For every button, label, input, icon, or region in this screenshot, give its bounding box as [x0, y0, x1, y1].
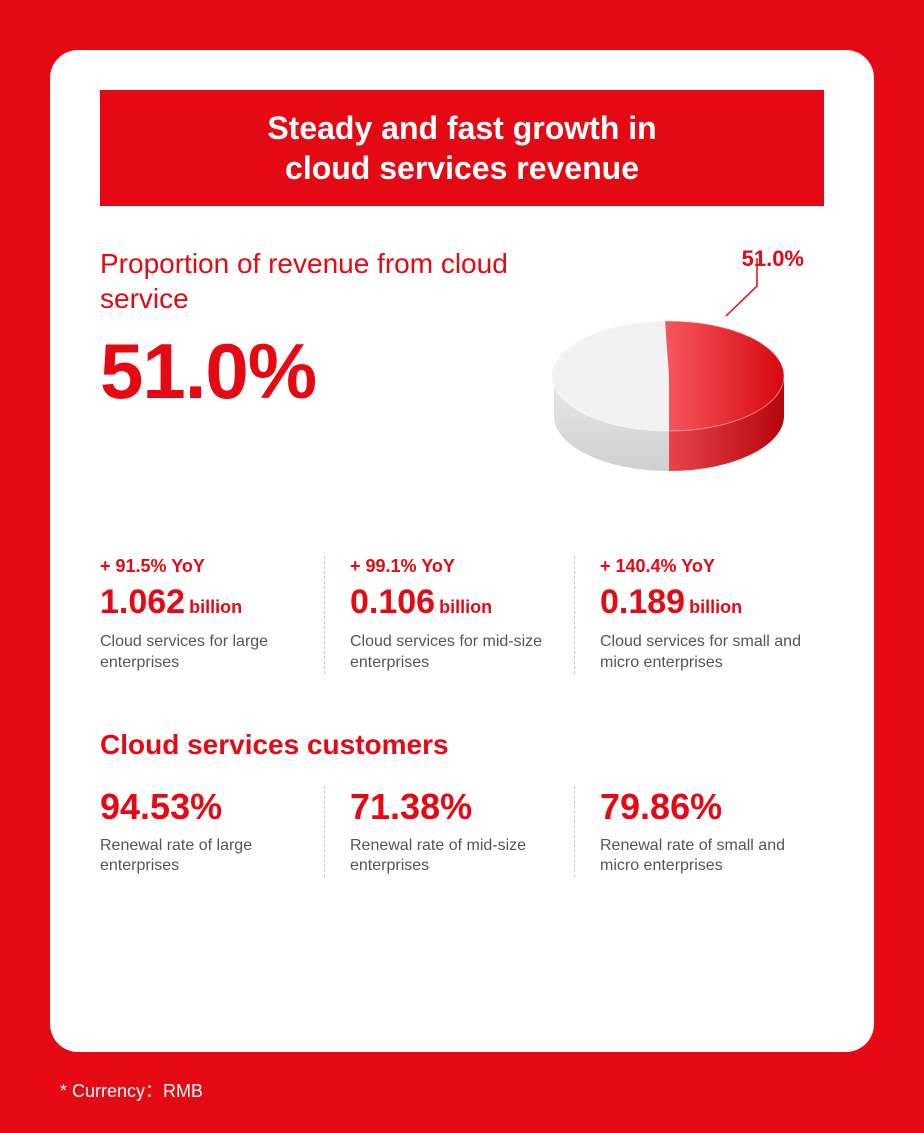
amount-number: 0.189: [600, 583, 685, 621]
renewal-stats-row: 94.53% Renewal rate of large enterprises…: [100, 786, 824, 878]
customers-section-title: Cloud services customers: [100, 729, 824, 761]
revenue-stat-mid: + 99.1% YoY 0.106billion Cloud services …: [324, 556, 574, 674]
stat-desc: Cloud services for large enterprises: [100, 632, 304, 674]
amount-number: 0.106: [350, 583, 435, 621]
title-banner: Steady and fast growth incloud services …: [100, 90, 824, 206]
pie-svg: [524, 246, 824, 496]
renewal-stat-small: 79.86% Renewal rate of small and micro e…: [574, 786, 824, 878]
title-text: Steady and fast growth incloud services …: [267, 110, 656, 186]
amount-value: 0.106billion: [350, 583, 554, 622]
pie-chart: 51.0%: [524, 246, 824, 496]
renewal-pct: 79.86%: [600, 786, 804, 828]
renewal-desc: Renewal rate of large enterprises: [100, 836, 304, 878]
renewal-desc: Renewal rate of small and micro enterpri…: [600, 836, 804, 878]
hero-section: Proportion of revenue from cloud service…: [100, 246, 824, 496]
amount-value: 1.062billion: [100, 583, 304, 622]
renewal-pct: 94.53%: [100, 786, 304, 828]
renewal-stat-large: 94.53% Renewal rate of large enterprises: [100, 786, 324, 878]
amount-unit: billion: [689, 597, 742, 617]
revenue-stat-small: + 140.4% YoY 0.189billion Cloud services…: [574, 556, 824, 674]
amount-number: 1.062: [100, 583, 185, 621]
currency-footnote: * Currency：RMB: [60, 1077, 874, 1103]
amount-unit: billion: [189, 597, 242, 617]
stat-desc: Cloud services for small and micro enter…: [600, 632, 804, 674]
pie-callout-label: 51.0%: [742, 246, 804, 272]
amount-value: 0.189billion: [600, 583, 804, 622]
hero-big-value: 51.0%: [100, 326, 524, 417]
hero-subtitle: Proportion of revenue from cloud service: [100, 246, 524, 316]
renewal-pct: 71.38%: [350, 786, 554, 828]
stat-desc: Cloud services for mid-size enterprises: [350, 632, 554, 674]
yoy-label: + 91.5% YoY: [100, 556, 304, 577]
revenue-stat-large: + 91.5% YoY 1.062billion Cloud services …: [100, 556, 324, 674]
info-card: Steady and fast growth incloud services …: [50, 50, 874, 1052]
yoy-label: + 99.1% YoY: [350, 556, 554, 577]
amount-unit: billion: [439, 597, 492, 617]
renewal-stat-mid: 71.38% Renewal rate of mid-size enterpri…: [324, 786, 574, 878]
renewal-desc: Renewal rate of mid-size enterprises: [350, 836, 554, 878]
hero-text: Proportion of revenue from cloud service…: [100, 246, 524, 417]
yoy-label: + 140.4% YoY: [600, 556, 804, 577]
revenue-stats-row: + 91.5% YoY 1.062billion Cloud services …: [100, 556, 824, 674]
